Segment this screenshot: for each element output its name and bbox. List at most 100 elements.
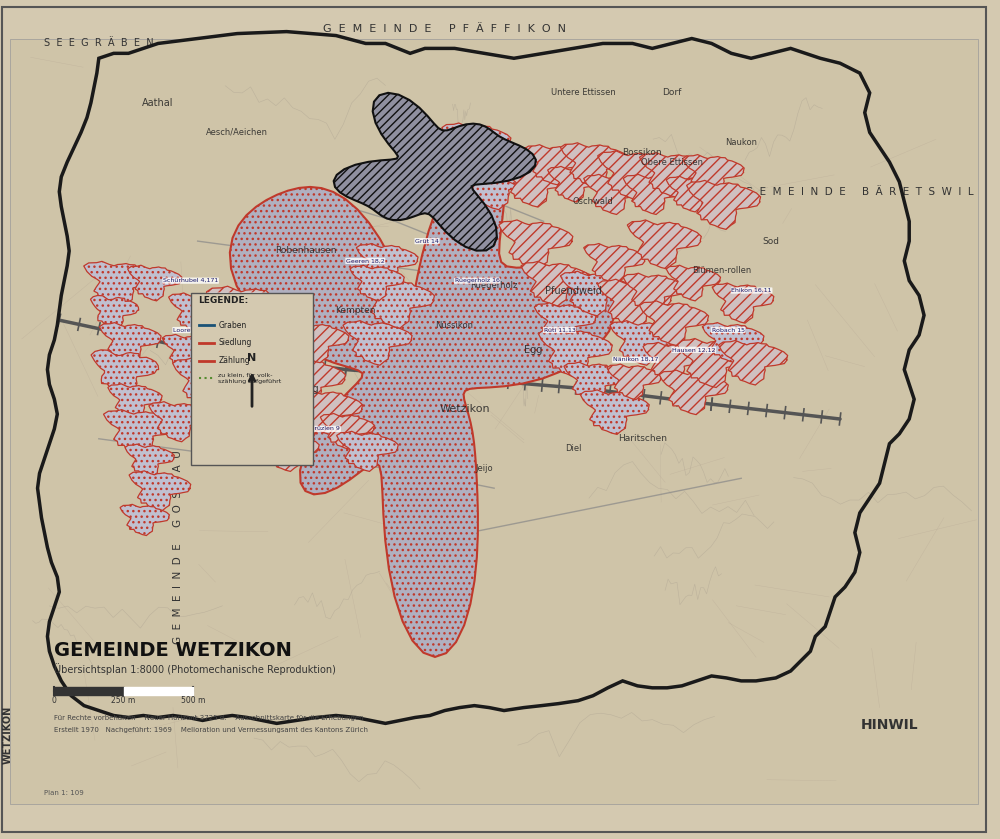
Polygon shape	[598, 151, 672, 200]
Polygon shape	[524, 144, 586, 185]
Polygon shape	[404, 148, 490, 204]
Polygon shape	[485, 144, 547, 185]
Text: Hausen 12,12: Hausen 12,12	[672, 347, 716, 352]
Polygon shape	[343, 320, 412, 365]
Polygon shape	[607, 364, 661, 399]
Polygon shape	[120, 504, 169, 535]
Polygon shape	[584, 175, 645, 215]
Polygon shape	[320, 414, 375, 449]
Text: Übersichtsplan 1:8000 (Photomechanische Reproduktion): Übersichtsplan 1:8000 (Photomechanische …	[54, 663, 336, 675]
Text: Rüegerholz: Rüegerholz	[470, 281, 518, 290]
Text: 500 m: 500 m	[181, 696, 205, 705]
Polygon shape	[91, 350, 159, 392]
Text: Nüssikon: Nüssikon	[436, 320, 474, 330]
Text: Mutten 20,15: Mutten 20,15	[262, 407, 304, 412]
Polygon shape	[659, 370, 728, 414]
Text: Siedlung: Siedlung	[218, 338, 252, 347]
Polygon shape	[220, 368, 299, 417]
Polygon shape	[627, 220, 701, 269]
Text: Blümen-rollen: Blümen-rollen	[692, 266, 751, 275]
Polygon shape	[356, 243, 418, 284]
Polygon shape	[584, 243, 645, 284]
Text: Aathal: Aathal	[142, 98, 174, 107]
Polygon shape	[173, 358, 247, 407]
Polygon shape	[294, 390, 363, 435]
Text: Mettlen 15,14: Mettlen 15,14	[242, 377, 286, 382]
Polygon shape	[643, 342, 705, 383]
Polygon shape	[640, 301, 709, 346]
Text: N: N	[247, 352, 257, 362]
Text: G  E  M  E  I  N  D  E     G  O  S  S  A  U: G E M E I N D E G O S S A U	[173, 451, 183, 644]
Text: Nänikon 18,17: Nänikon 18,17	[613, 357, 658, 362]
Text: Plan 1: 109: Plan 1: 109	[44, 789, 84, 795]
Text: Chrüzlen 9: Chrüzlen 9	[306, 426, 340, 431]
Text: Jeijo: Jeijo	[475, 464, 493, 473]
Text: 0: 0	[52, 696, 57, 705]
Polygon shape	[521, 262, 590, 306]
Polygon shape	[287, 323, 349, 362]
Text: S  E  E  G  R  Ä  B  E  N: S E E G R Ä B E N	[44, 39, 154, 49]
Text: Robach 15: Robach 15	[712, 327, 745, 332]
Polygon shape	[38, 32, 924, 723]
Polygon shape	[272, 358, 345, 407]
Polygon shape	[687, 180, 761, 229]
Text: Sod: Sod	[762, 237, 779, 246]
Polygon shape	[712, 283, 774, 323]
Text: Geeren 18,2: Geeren 18,2	[346, 258, 385, 263]
Polygon shape	[334, 93, 536, 251]
Text: Robenhausen: Robenhausen	[276, 247, 337, 256]
Text: Graben: Graben	[218, 320, 247, 330]
Polygon shape	[683, 154, 744, 195]
Text: Untere Ettissen: Untere Ettissen	[551, 88, 615, 97]
Polygon shape	[534, 303, 596, 343]
Text: 250 m: 250 m	[111, 696, 136, 705]
Polygon shape	[337, 431, 398, 472]
Polygon shape	[169, 293, 230, 333]
Text: Aesch/Aeichen: Aesch/Aeichen	[206, 128, 268, 137]
Polygon shape	[149, 402, 210, 442]
Text: Pfuendweid: Pfuendweid	[545, 285, 602, 295]
Polygon shape	[128, 265, 182, 301]
Polygon shape	[623, 274, 685, 313]
Polygon shape	[350, 265, 404, 301]
Text: Stöckweid 12,155: Stöckweid 12,155	[208, 293, 263, 298]
Polygon shape	[538, 329, 612, 378]
Text: Schürhubel 4,171: Schürhubel 4,171	[163, 279, 218, 283]
Text: zu klein, für volk-
szählung aufgeführt: zu klein, für volk- szählung aufgeführt	[218, 373, 282, 384]
Polygon shape	[258, 431, 319, 472]
Text: Für Rechte vorbehalten    Neuer Horizont 3725 d.    Ausschnittskarte für die Erh: Für Rechte vorbehalten Neuer Horizont 37…	[54, 716, 364, 722]
Polygon shape	[501, 163, 570, 207]
Polygon shape	[598, 279, 672, 328]
Text: Rüegerholz 16: Rüegerholz 16	[455, 279, 499, 283]
Polygon shape	[677, 338, 751, 388]
Text: Rüti 11,13: Rüti 11,13	[544, 327, 575, 332]
Text: Erstellt 1970   Nachgeführt: 1969    Melioration und Vermessungsamt des Kantons : Erstellt 1970 Nachgeführt: 1969 Meliorat…	[54, 727, 368, 733]
Text: Rüppang: Rüppang	[275, 384, 318, 394]
Polygon shape	[206, 286, 293, 341]
Text: Bossikon: Bossikon	[623, 148, 662, 157]
Polygon shape	[104, 409, 177, 454]
Polygon shape	[360, 279, 434, 328]
Text: GEMEINDE WETZIKON: GEMEINDE WETZIKON	[54, 641, 292, 660]
Polygon shape	[162, 335, 216, 370]
Polygon shape	[244, 399, 313, 445]
Text: Loorenbüel 8: Loorenbüel 8	[173, 327, 214, 332]
Polygon shape	[640, 153, 709, 197]
Polygon shape	[234, 331, 303, 375]
Polygon shape	[129, 471, 191, 511]
Text: Diel: Diel	[565, 444, 581, 453]
Text: G  E  M  E  I  N  D  E     B  Ä  R  E  T  S  W  I  L: G E M E I N D E B Ä R E T S W I L	[745, 187, 974, 196]
Text: Haritschen: Haritschen	[618, 435, 667, 443]
FancyBboxPatch shape	[191, 294, 313, 466]
Polygon shape	[666, 265, 720, 301]
Polygon shape	[666, 176, 720, 212]
Text: HINWIL: HINWIL	[861, 718, 918, 732]
Polygon shape	[580, 390, 649, 435]
Polygon shape	[125, 444, 174, 477]
Polygon shape	[99, 323, 161, 362]
Text: Egg: Egg	[524, 345, 543, 355]
Text: Zählung: Zählung	[218, 357, 250, 365]
Polygon shape	[548, 166, 602, 202]
Polygon shape	[499, 220, 573, 269]
Polygon shape	[84, 262, 158, 306]
